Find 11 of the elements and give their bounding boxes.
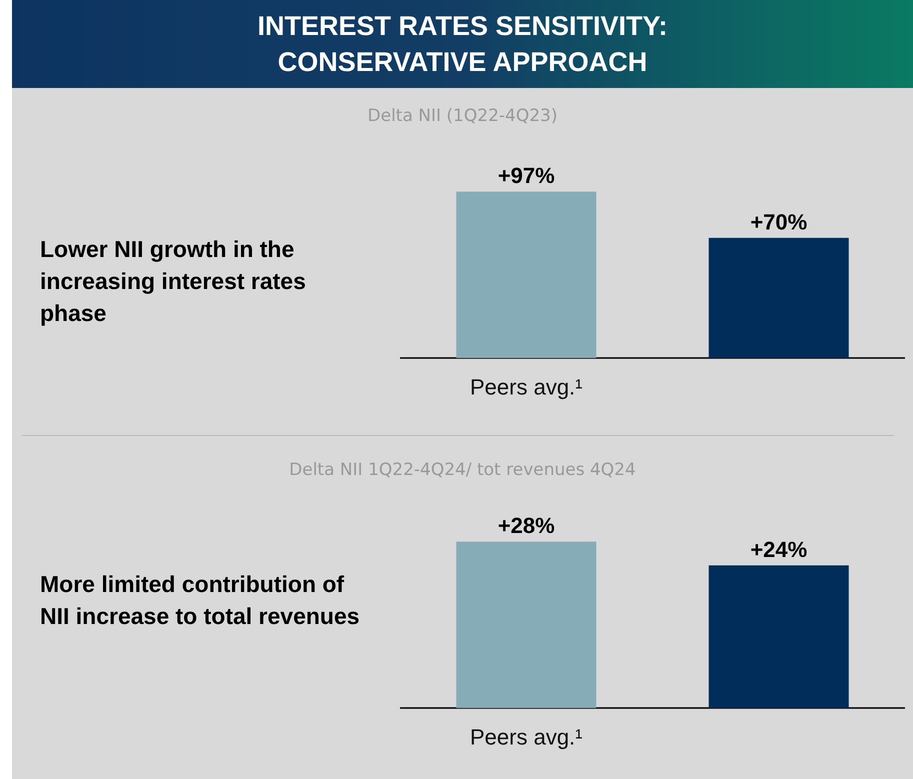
data-label: +28% bbox=[498, 513, 555, 538]
data-label: +70% bbox=[750, 209, 808, 234]
x-tick-label: Peers avg.¹ bbox=[470, 374, 582, 400]
chart-title: INTEREST RATES SENSITIVITY: CONSERVATIVE APPROACH bbox=[12, 0, 913, 88]
text: Lower NII growth in the increasing interest rates phase bbox=[40, 235, 307, 328]
data-label: +24% bbox=[750, 536, 808, 562]
data-label: +97% bbox=[498, 163, 555, 188]
text: More limited contribution of NII increase to total revenues bbox=[40, 570, 360, 631]
chart-subtitle: Delta NII 1Q22-4Q24/ tot revenues 4Q24 bbox=[288, 460, 637, 480]
chart-subtitle: Delta NII (1Q22-4Q23) bbox=[366, 106, 558, 126]
x-tick-label: Peers avg.¹ bbox=[470, 724, 582, 750]
